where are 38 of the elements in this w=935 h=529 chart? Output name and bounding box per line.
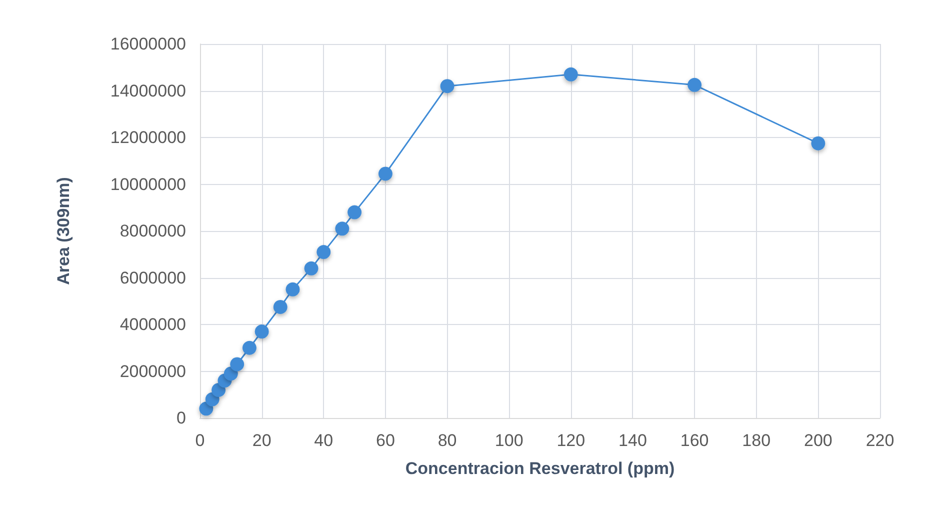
x-tick-label: 60 — [376, 431, 395, 450]
point — [242, 340, 256, 355]
y-tick-label: 4000000 — [120, 315, 186, 334]
y-tick-label: 16000000 — [110, 34, 186, 54]
point — [335, 222, 350, 236]
point — [304, 261, 318, 276]
y-tick-label: 0 — [176, 408, 186, 428]
x-tick-label: 120 — [556, 431, 586, 450]
y-tick-label: 8000000 — [120, 222, 186, 240]
point — [286, 282, 300, 296]
x-tick-label: 100 — [494, 431, 524, 450]
point — [212, 382, 226, 397]
point — [378, 166, 392, 181]
y-axis-title: Area (309nm) — [54, 177, 73, 285]
x-tick-label: 40 — [314, 431, 334, 450]
point — [316, 245, 331, 260]
point — [811, 136, 826, 150]
x-tick-label: 20 — [252, 431, 272, 450]
x-tick-label: 140 — [618, 431, 647, 450]
x-axis-title: Concentracion Resveratrol (ppm) — [405, 459, 675, 478]
point — [688, 78, 702, 92]
y-tick-label: 14000000 — [110, 81, 186, 100]
x-tick-label: 0 — [195, 431, 205, 450]
y-tick-label: 6000000 — [120, 268, 186, 288]
point — [564, 67, 578, 82]
point — [440, 79, 454, 94]
y-tick-label: 10000000 — [110, 174, 186, 194]
point — [254, 324, 269, 339]
x-tick-label: 220 — [866, 431, 894, 450]
x-tick-label: 180 — [742, 431, 771, 450]
y-tick-label: 2000000 — [120, 362, 186, 381]
x-tick-label: 200 — [804, 431, 832, 450]
x-tick-label: 80 — [438, 431, 457, 450]
y-tick-label: 12000000 — [110, 128, 186, 147]
point — [230, 357, 244, 372]
point — [273, 300, 288, 314]
point — [348, 205, 362, 220]
x-tick-label: 160 — [680, 431, 709, 450]
